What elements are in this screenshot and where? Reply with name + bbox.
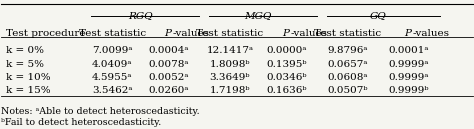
Text: k = 5%: k = 5% bbox=[6, 60, 44, 68]
Text: Notes: ᵃAble to detect heteroscedasticity.: Notes: ᵃAble to detect heteroscedasticit… bbox=[1, 107, 200, 116]
Text: 0.0346ᵇ: 0.0346ᵇ bbox=[266, 73, 307, 82]
Text: k = 10%: k = 10% bbox=[6, 73, 51, 82]
Text: 4.5955ᵃ: 4.5955ᵃ bbox=[92, 73, 132, 82]
Text: 0.0507ᵇ: 0.0507ᵇ bbox=[328, 86, 368, 95]
Text: Test statistic: Test statistic bbox=[314, 29, 381, 38]
Text: 1.8098ᵇ: 1.8098ᵇ bbox=[210, 60, 250, 68]
Text: 0.0260ᵃ: 0.0260ᵃ bbox=[148, 86, 189, 95]
Text: 7.0099ᵃ: 7.0099ᵃ bbox=[92, 46, 132, 55]
Text: -values: -values bbox=[413, 29, 450, 38]
Text: k = 15%: k = 15% bbox=[6, 86, 51, 95]
Text: 0.0078ᵃ: 0.0078ᵃ bbox=[148, 60, 189, 68]
Text: 4.0409ᵃ: 4.0409ᵃ bbox=[92, 60, 132, 68]
Text: 0.1395ᵇ: 0.1395ᵇ bbox=[266, 60, 307, 68]
Text: P: P bbox=[164, 29, 171, 38]
Text: 0.0657ᵃ: 0.0657ᵃ bbox=[328, 60, 368, 68]
Text: 0.0000ᵃ: 0.0000ᵃ bbox=[266, 46, 307, 55]
Text: 0.9999ᵃ: 0.9999ᵃ bbox=[389, 60, 429, 68]
Text: -values: -values bbox=[290, 29, 327, 38]
Text: Test procedure: Test procedure bbox=[6, 29, 86, 38]
Text: 0.9999ᵇ: 0.9999ᵇ bbox=[389, 86, 429, 95]
Text: Test statistic: Test statistic bbox=[79, 29, 146, 38]
Text: 12.1417ᵃ: 12.1417ᵃ bbox=[206, 46, 254, 55]
Text: 0.9999ᵃ: 0.9999ᵃ bbox=[389, 73, 429, 82]
Text: 0.0001ᵃ: 0.0001ᵃ bbox=[389, 46, 429, 55]
Text: -values: -values bbox=[173, 29, 210, 38]
Text: P: P bbox=[404, 29, 411, 38]
Text: 3.3649ᵇ: 3.3649ᵇ bbox=[210, 73, 250, 82]
Text: MGQ: MGQ bbox=[245, 11, 272, 20]
Text: 3.5462ᵃ: 3.5462ᵃ bbox=[92, 86, 132, 95]
Text: Test statistic: Test statistic bbox=[196, 29, 264, 38]
Text: 0.0004ᵃ: 0.0004ᵃ bbox=[148, 46, 189, 55]
Text: GQ: GQ bbox=[370, 11, 387, 20]
Text: 0.0052ᵃ: 0.0052ᵃ bbox=[148, 73, 189, 82]
Text: 9.8796ᵃ: 9.8796ᵃ bbox=[328, 46, 368, 55]
Text: 0.0608ᵃ: 0.0608ᵃ bbox=[328, 73, 368, 82]
Text: ᵇFail to detect heteroscedasticity.: ᵇFail to detect heteroscedasticity. bbox=[1, 118, 162, 127]
Text: k = 0%: k = 0% bbox=[6, 46, 44, 55]
Text: 0.1636ᵇ: 0.1636ᵇ bbox=[266, 86, 307, 95]
Text: P: P bbox=[282, 29, 289, 38]
Text: 1.7198ᵇ: 1.7198ᵇ bbox=[210, 86, 250, 95]
Text: RGQ: RGQ bbox=[128, 11, 153, 20]
